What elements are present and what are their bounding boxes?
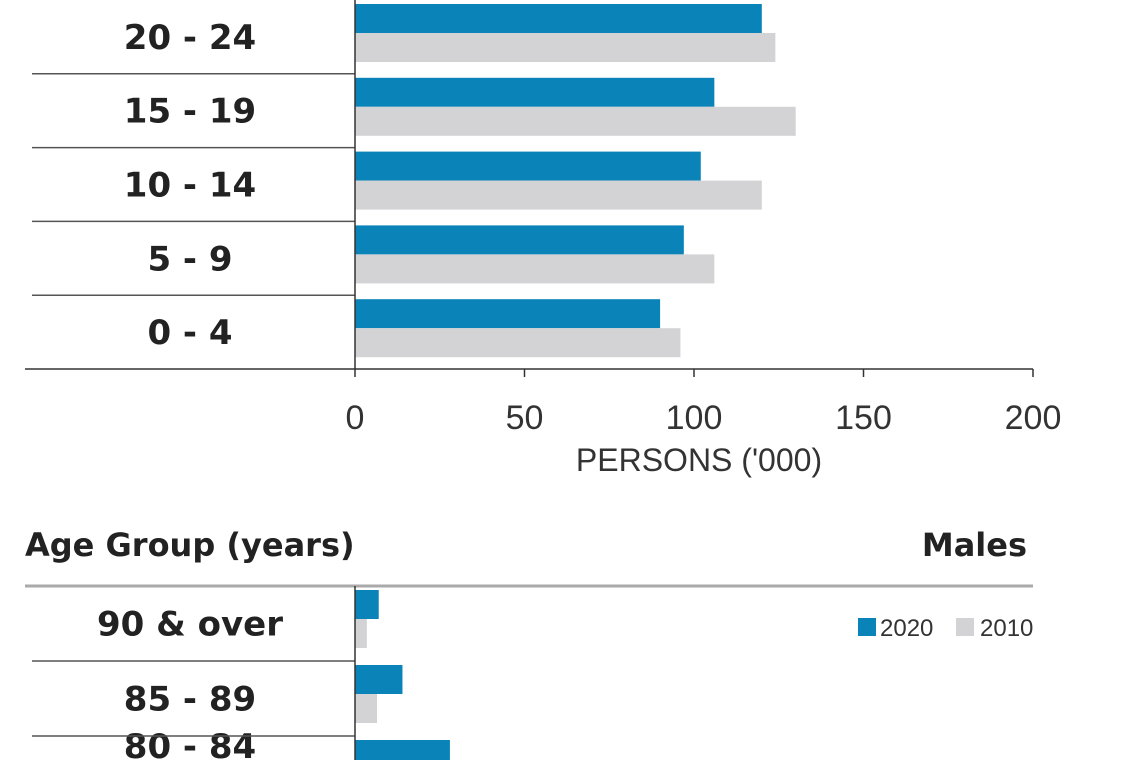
y-axis-title: Age Group (years)	[25, 526, 355, 564]
bar-2010	[355, 694, 378, 723]
x-tick-label: 50	[506, 399, 544, 437]
legend-swatch-2010	[956, 618, 974, 636]
bar-2020	[355, 225, 684, 255]
bar-2020	[355, 77, 715, 107]
bar-2010	[355, 106, 796, 136]
category-label: 85 - 89	[124, 680, 256, 720]
bar-2020	[355, 740, 450, 760]
bar-2020	[355, 665, 403, 694]
category-label: 20 - 24	[124, 18, 256, 58]
x-axis-label: PERSONS ('000)	[576, 442, 822, 478]
bar-2020	[355, 151, 701, 181]
legend-label-2010: 2010	[980, 615, 1033, 642]
chart-title: Males	[922, 526, 1027, 564]
category-label: 90 & over	[97, 605, 283, 645]
x-tick-label: 100	[666, 399, 723, 437]
category-label: 10 - 14	[124, 166, 256, 206]
bar-2010	[355, 254, 715, 284]
bar-2020	[355, 590, 379, 619]
legend-swatch-2020	[858, 618, 876, 636]
bar-2010	[355, 33, 776, 62]
category-label: 0 - 4	[147, 313, 232, 353]
category-label: 80 - 84	[124, 727, 256, 760]
bar-2020	[355, 299, 661, 329]
bar-2010	[355, 180, 762, 210]
x-tick-label: 200	[1005, 399, 1062, 437]
bar-2020	[355, 4, 762, 33]
x-tick-label: 0	[346, 399, 365, 437]
bar-2010	[355, 328, 681, 358]
category-label: 5 - 9	[147, 239, 232, 279]
x-tick-label: 150	[835, 399, 892, 437]
category-label: 15 - 19	[124, 92, 256, 132]
legend-label-2020: 2020	[880, 615, 933, 642]
bar-2010	[355, 619, 367, 648]
